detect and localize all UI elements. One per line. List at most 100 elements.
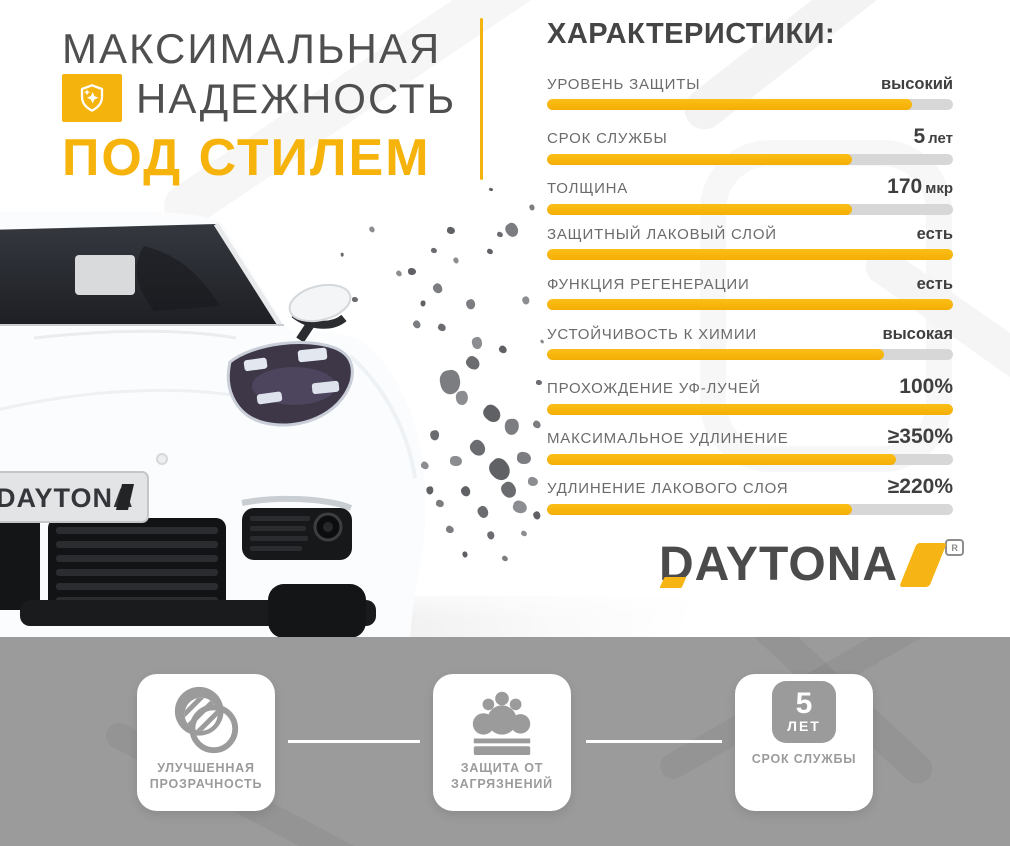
spec-label: ЗАЩИТНЫЙ ЛАКОВЫЙ СЛОЙ (547, 226, 777, 243)
feature-card-label: УЛУЧШЕННАЯ ПРОЗРАЧНОСТЬ (149, 761, 263, 792)
brand-logo-text: DAYTONA (659, 538, 899, 591)
spec-value: ≥350% (887, 425, 953, 448)
debris-rock (429, 429, 441, 442)
debris-rock (465, 298, 477, 311)
debris-rock (531, 419, 543, 430)
debris-rock (436, 322, 448, 333)
headline-block: МАКСИМАЛЬНАЯ НАДЕЖНОСТЬ ПОД СТИЛЕМ (62, 24, 456, 184)
spec-label: ФУНКЦИЯ РЕГЕНЕРАЦИИ (547, 276, 750, 293)
debris-rock (452, 256, 460, 265)
logo-slash-icon (899, 543, 947, 587)
spec-progress-bar (547, 454, 953, 465)
debris-rock (470, 335, 484, 351)
feature-card-dirt-protection: ЗАЩИТА ОТ ЗАГРЯЗНЕНИЙ (433, 674, 571, 811)
spec-row: ЗАЩИТНЫЙ ЛАКОВЫЙ СЛОЙ есть (547, 225, 953, 275)
debris-rock (461, 550, 469, 559)
spec-label: УСТОЙЧИВОСТЬ К ХИМИИ (547, 326, 758, 343)
debris-rock (527, 476, 539, 487)
debris-rock (539, 339, 545, 345)
spec-value: 100% (899, 375, 953, 398)
debris-rock (485, 454, 515, 484)
spec-progress-bar (547, 504, 953, 515)
headline-line-2: НАДЕЖНОСТЬ (136, 74, 457, 122)
debris-rock (532, 510, 542, 521)
headline-line-3: ПОД СТИЛЕМ (62, 129, 431, 188)
card-connector-line (586, 740, 722, 743)
spec-value: высокая (882, 325, 953, 343)
debris-rock (501, 554, 509, 563)
debris-rock (497, 344, 509, 355)
spec-value: 170 мкр (887, 175, 953, 198)
brand-logo: DAYTONA R (659, 538, 965, 591)
debris-rock (528, 203, 536, 212)
spec-row: ФУНКЦИЯ РЕГЕНЕРАЦИИ есть (547, 275, 953, 325)
debris-rock (488, 187, 494, 192)
five-years-badge: 5 ЛЕТ (772, 674, 836, 743)
debris-rock (504, 418, 520, 436)
spec-label: УДЛИНЕНИЕ ЛАКОВОГО СЛОЯ (547, 480, 789, 497)
debris-rock (445, 524, 455, 535)
debris-rock (430, 247, 438, 254)
debris-rock (521, 295, 531, 306)
debris-rock (446, 226, 456, 235)
dirt-protection-icon (466, 682, 538, 758)
debris-rock (437, 368, 463, 396)
registered-trademark-icon: R (945, 539, 965, 556)
specs-heading: ХАРАКТЕРИСТИКИ: (547, 18, 836, 50)
debris-rock (449, 455, 463, 467)
debris-rock (511, 499, 529, 515)
license-plate: DAYTONA (0, 471, 149, 523)
spec-progress-bar (547, 249, 953, 260)
specs-panel: ХАРАКТЕРИСТИКИ: УРОВЕНЬ ЗАЩИТЫ высокий С… (547, 18, 953, 525)
spec-progress-bar (547, 299, 953, 310)
parcel-shelf (75, 255, 135, 295)
spec-row: УДЛИНЕНИЕ ЛАКОВОГО СЛОЯ ≥220% (547, 475, 953, 525)
car-illustration: DAYTONA (0, 212, 426, 638)
spec-row: СРОК СЛУЖБЫ 5 лет (547, 125, 953, 175)
spec-progress-bar (547, 404, 953, 415)
spec-value: 5 лет (913, 125, 953, 148)
debris-rock (459, 484, 473, 498)
front-tire (268, 584, 366, 638)
debris-rock (535, 379, 543, 386)
spec-value: есть (916, 225, 953, 243)
headline-line-1: МАКСИМАЛЬНАЯ (62, 25, 442, 72)
spec-row: УРОВЕНЬ ЗАЩИТЫ высокий (547, 75, 953, 125)
debris-rock (496, 231, 504, 238)
debris-rock (503, 220, 521, 240)
badge-unit: ЛЕТ (787, 717, 821, 734)
card-connector-line (288, 740, 420, 743)
debris-rock (463, 354, 483, 372)
spec-label: УРОВЕНЬ ЗАЩИТЫ (547, 76, 701, 93)
spec-row: ПРОХОЖДЕНИЕ УФ-ЛУЧЕЙ 100% (547, 375, 953, 425)
shield-sparkle-icon (62, 74, 122, 123)
debris-rock (520, 529, 528, 538)
spec-label: МАКСИМАЛЬНОЕ УДЛИНЕНИЕ (547, 430, 789, 447)
spec-value: высокий (880, 75, 953, 93)
spec-row: УСТОЙЧИВОСТЬ К ХИМИИ высокая (547, 325, 953, 375)
feature-card-label: СРОК СЛУЖБЫ (751, 752, 857, 766)
spec-label: СРОК СЛУЖБЫ (547, 130, 668, 147)
spec-progress-bar (547, 99, 953, 110)
debris-rock (435, 499, 445, 508)
spec-progress-bar (547, 204, 953, 215)
debris-rock (475, 504, 491, 520)
license-plate-text: DAYTONA (0, 483, 134, 513)
spec-value: есть (916, 275, 953, 293)
spec-row: ТОЛЩИНА 170 мкр (547, 175, 953, 225)
feature-card-label: ЗАЩИТА ОТ ЗАГРЯЗНЕНИЙ (451, 761, 553, 792)
spec-value: ≥220% (887, 475, 953, 498)
debris-rock (455, 390, 469, 406)
badge-number: 5 (795, 687, 813, 721)
spec-progress-bar (547, 349, 953, 360)
spec-progress-bar (547, 154, 953, 165)
feature-card-lifespan: 5 ЛЕТ СРОК СЛУЖБЫ (735, 674, 873, 811)
spec-row: МАКСИМАЛЬНОЕ УДЛИНЕНИЕ ≥350% (547, 425, 953, 475)
headline-divider (480, 18, 483, 180)
debris-rock (486, 247, 494, 256)
debris-rock (480, 402, 504, 426)
debris-rock (431, 281, 445, 295)
debris-rock (486, 530, 496, 541)
transparency-icon (170, 682, 242, 758)
